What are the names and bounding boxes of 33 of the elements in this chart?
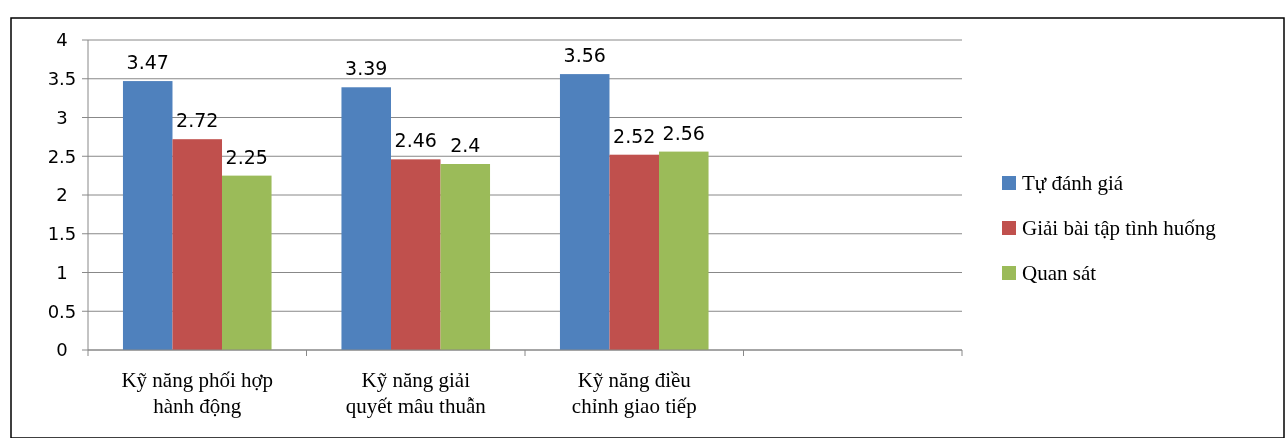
- y-tick-label: 2.5: [47, 145, 77, 167]
- data-label: 2.4: [450, 134, 481, 156]
- data-label: 2.25: [225, 145, 268, 168]
- bar: [659, 151, 709, 350]
- x-tick-label: Kỹ năng giải quyết mâu thuẫn: [345, 368, 487, 418]
- y-tick-label: 2: [56, 184, 68, 206]
- y-tick-label: 3: [56, 106, 68, 128]
- data-label: 2.56: [662, 121, 705, 144]
- y-tick-label: 1: [56, 261, 68, 283]
- y-tick-label: 1.5: [47, 223, 77, 245]
- data-label: 2.52: [613, 124, 656, 147]
- bar: [222, 175, 272, 350]
- data-label: 3.39: [345, 57, 388, 80]
- bar: [390, 159, 441, 350]
- x-tick-label: Kỹ năng phối hợp hành động: [121, 368, 274, 418]
- legend-label: Tự đánh giá: [1022, 171, 1124, 196]
- data-label: 2.46: [394, 129, 437, 152]
- data-label: 3.56: [563, 44, 606, 67]
- bar: [122, 81, 173, 350]
- bar: [172, 139, 223, 350]
- bar: [440, 164, 491, 350]
- y-tick-label: 4: [56, 29, 68, 51]
- bar: [559, 74, 610, 350]
- legend-label: Giải bài tập tình huống: [1022, 216, 1217, 241]
- y-tick-label: 3.5: [47, 68, 77, 90]
- y-tick-label: 0.5: [47, 300, 77, 322]
- x-tick-label: Kỹ năng điều chỉnh giao tiếp: [571, 368, 697, 418]
- y-tick-label: 0: [56, 339, 68, 361]
- data-label: 2.72: [176, 109, 219, 132]
- legend-label: Quan sát: [1022, 261, 1097, 286]
- bar: [341, 87, 391, 350]
- data-label: 3.47: [126, 51, 169, 74]
- bar: [609, 154, 660, 350]
